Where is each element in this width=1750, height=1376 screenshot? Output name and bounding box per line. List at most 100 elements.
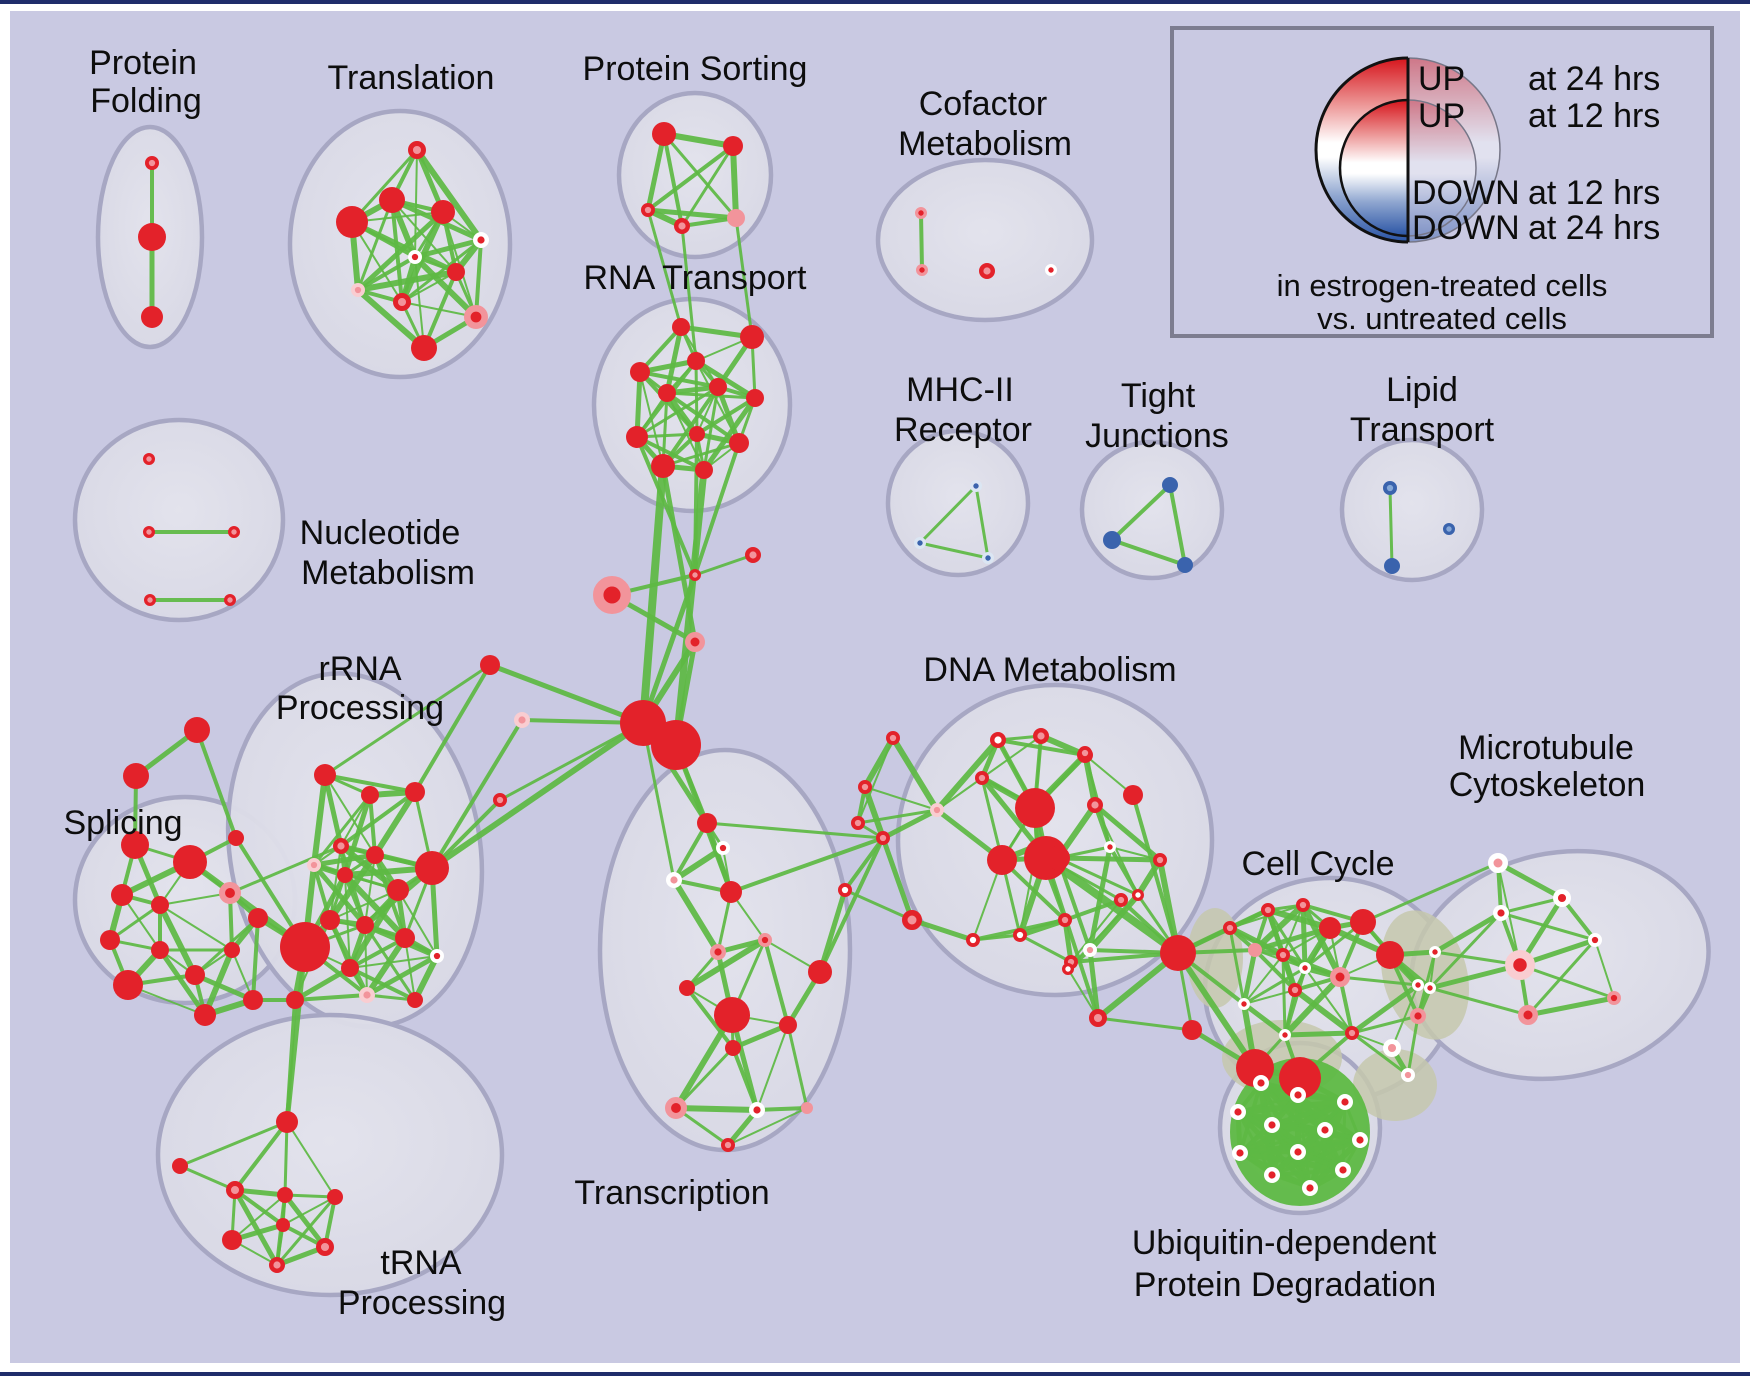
network-node-R bbox=[184, 717, 210, 743]
network-node-R bbox=[405, 782, 425, 802]
cluster-label-splicing: Splicing bbox=[63, 804, 182, 842]
network-edge bbox=[693, 358, 758, 401]
network-node-R bbox=[651, 720, 701, 770]
network-node-Rw bbox=[1231, 1144, 1248, 1161]
network-node-pR bbox=[720, 1138, 735, 1153]
legend: UP at 24 hrs UP at 12 hrs DOWN at 12 hrs… bbox=[1170, 26, 1714, 338]
network-node-R bbox=[151, 896, 169, 914]
network-node-R bbox=[280, 922, 330, 972]
network-edge bbox=[635, 435, 706, 472]
network-node-R bbox=[1182, 1020, 1202, 1040]
network-edge bbox=[880, 807, 940, 841]
network-node-B bbox=[1177, 557, 1193, 573]
network-node-Rp bbox=[1518, 1005, 1538, 1025]
network-node-pR bbox=[1086, 797, 1103, 814]
cluster-label-ubiquitin-degradation: Ubiquitin-dependent bbox=[1132, 1224, 1437, 1262]
network-node-pR bbox=[223, 594, 236, 607]
network-edge bbox=[673, 1105, 760, 1113]
network-node-R bbox=[714, 997, 750, 1033]
network-node-pR bbox=[640, 203, 655, 218]
network-edge bbox=[702, 385, 720, 472]
network-node-R bbox=[141, 306, 163, 328]
network-edge bbox=[285, 998, 297, 1124]
network-edge bbox=[1350, 1014, 1420, 1035]
network-edge bbox=[1304, 967, 1353, 1034]
network-node-R bbox=[697, 813, 717, 833]
cluster-label-dna-metabolism: DNA Metabolism bbox=[923, 651, 1176, 689]
network-edge bbox=[635, 435, 697, 577]
network-edge bbox=[786, 1023, 809, 1110]
network-edge bbox=[1243, 989, 1296, 1005]
network-edge bbox=[400, 238, 483, 304]
network-node-pW bbox=[1083, 942, 1098, 957]
cluster-label-lipid-transport: Transport bbox=[1350, 411, 1495, 449]
network-node-Rw bbox=[1229, 1103, 1246, 1120]
network-node-pR bbox=[1223, 920, 1238, 935]
network-edge bbox=[292, 965, 353, 1003]
network-node-Rw bbox=[1334, 1161, 1351, 1178]
network-edge bbox=[661, 441, 741, 468]
network-node-pR bbox=[875, 830, 890, 845]
network-node-lb bbox=[1383, 480, 1398, 495]
network-node-R bbox=[123, 763, 149, 789]
network-node-Rw bbox=[1252, 1074, 1269, 1091]
network-edge bbox=[1270, 1168, 1345, 1177]
network-node-R bbox=[808, 960, 832, 984]
network-edge bbox=[1391, 984, 1419, 1049]
network-edge bbox=[734, 216, 754, 339]
frame-top bbox=[0, 0, 1750, 4]
network-edge bbox=[1495, 860, 1565, 901]
network-edge bbox=[730, 143, 739, 221]
network-edge bbox=[329, 889, 399, 921]
network-edge bbox=[934, 737, 1001, 813]
cluster-label-protein-sorting: Protein Sorting bbox=[583, 50, 808, 88]
network-node-pR bbox=[979, 263, 996, 280]
network-node-R bbox=[723, 136, 743, 156]
network-node-R bbox=[248, 908, 268, 928]
network-edge bbox=[157, 947, 208, 1018]
network-node-Rw bbox=[1316, 1121, 1333, 1138]
network-node-Rp bbox=[710, 944, 727, 961]
network-edge bbox=[639, 462, 667, 727]
network-edge bbox=[1499, 896, 1564, 915]
network-node-Rw bbox=[407, 250, 422, 265]
network-edge bbox=[1432, 910, 1504, 955]
network-node-R bbox=[327, 1189, 343, 1205]
network-edge bbox=[1168, 483, 1187, 567]
network-edge bbox=[1062, 917, 1074, 965]
network-edge bbox=[671, 877, 721, 955]
network-edge bbox=[1428, 986, 1530, 1017]
network-edge bbox=[1110, 538, 1187, 567]
network-node-R bbox=[337, 867, 353, 883]
network-node-R bbox=[387, 879, 409, 901]
network-edge bbox=[673, 1012, 735, 1111]
network-edge bbox=[1428, 911, 1503, 990]
network-edge bbox=[693, 441, 741, 577]
network-node-R bbox=[121, 831, 149, 859]
network-edge bbox=[413, 663, 492, 794]
cluster-label-protein-folding: Protein bbox=[89, 44, 197, 82]
cluster-label-cell-cycle: Cell Cycle bbox=[1241, 845, 1394, 883]
network-node-pW bbox=[1382, 1038, 1401, 1057]
network-node-Rw bbox=[1238, 998, 1251, 1011]
network-edge bbox=[365, 993, 417, 1002]
frame-bottom bbox=[0, 1372, 1750, 1376]
network-node-wR bbox=[837, 882, 852, 897]
network-edge bbox=[121, 894, 161, 951]
network-edge bbox=[293, 993, 369, 1002]
network-edge bbox=[909, 917, 976, 943]
network-node-Rp bbox=[218, 882, 241, 905]
network-node-R bbox=[1160, 935, 1196, 971]
network-node-pR bbox=[1261, 902, 1276, 917]
network-node-R bbox=[113, 970, 143, 1000]
network-node-R bbox=[746, 389, 764, 407]
network-node-wR bbox=[990, 732, 1007, 749]
network-node-R bbox=[415, 851, 449, 885]
network-edge bbox=[1055, 855, 1163, 863]
network-node-R bbox=[1319, 917, 1341, 939]
network-node-R bbox=[111, 884, 133, 906]
legend-footer-line1: in estrogen-treated cells bbox=[1277, 268, 1608, 303]
network-edge bbox=[1282, 1030, 1355, 1038]
